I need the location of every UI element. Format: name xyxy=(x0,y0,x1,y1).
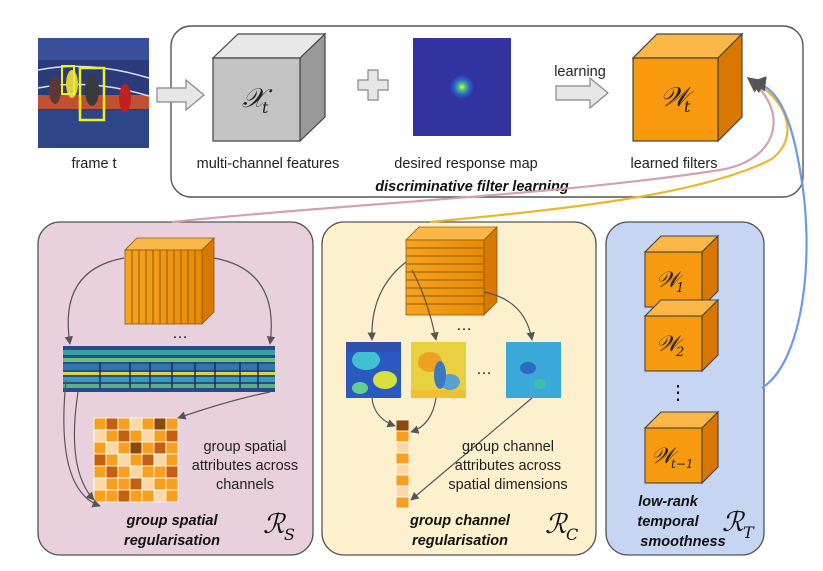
spatial-ellipsis: … xyxy=(172,325,188,342)
temporal-title-2: temporal xyxy=(637,514,699,530)
arrow-frame-to-features xyxy=(156,78,205,112)
yellow-connector xyxy=(429,79,789,224)
channel-title-1: group channel xyxy=(409,513,511,529)
learning-label: learning xyxy=(554,64,606,80)
spatial-feature-band xyxy=(63,346,275,392)
filters-label: learned filters xyxy=(630,156,717,172)
temporal-reg-symbol: ℛ xyxy=(722,507,746,538)
temporal-cube-2-sub: 2 xyxy=(675,345,684,360)
response-peak xyxy=(450,75,474,99)
channel-arrows xyxy=(367,261,535,501)
temporal-cube-1 xyxy=(643,234,720,309)
arrow-learning xyxy=(555,76,609,110)
spatial-desc-3: channels xyxy=(216,477,274,493)
blue-connector xyxy=(750,76,808,389)
channel-bar xyxy=(395,419,410,509)
pink-connector xyxy=(171,77,775,224)
features-cube xyxy=(211,32,327,143)
spatial-reg-subscript: S xyxy=(284,525,295,544)
channel-map-3 xyxy=(506,342,561,398)
channel-title-2: regularisation xyxy=(412,533,508,549)
channel-desc-2: attributes across xyxy=(455,458,561,474)
spatial-arrows xyxy=(63,257,276,508)
plus-sign xyxy=(357,69,389,101)
temporal-title-1: low-rank xyxy=(638,494,699,510)
channel-desc-1: group channel xyxy=(462,439,554,455)
channel-ellipsis-top: … xyxy=(456,317,472,334)
frame-image xyxy=(37,38,150,148)
filters-cube xyxy=(631,32,744,143)
channel-desc-3: spatial dimensions xyxy=(448,477,567,493)
temporal-cube-3-sub: t−1 xyxy=(671,457,694,471)
spatial-reg-symbol: ℛ xyxy=(263,509,287,540)
top-caption: discriminative filter learning xyxy=(375,179,569,195)
channel-slice-cube xyxy=(405,226,498,316)
spatial-title-2: regularisation xyxy=(124,533,220,549)
frame-label: frame t xyxy=(71,156,116,172)
channel-reg-subscript: C xyxy=(566,525,578,544)
channel-reg-symbol: ℛ xyxy=(545,509,569,540)
features-label: multi-channel features xyxy=(197,156,340,172)
features-subscript: t xyxy=(262,98,269,117)
channel-map-1 xyxy=(346,342,401,398)
spatial-grid xyxy=(93,417,179,503)
filters-subscript: t xyxy=(684,97,691,116)
spatial-desc-1: group spatial xyxy=(203,439,286,455)
temporal-title-3: smoothness xyxy=(640,534,725,550)
temporal-cube-1-sub: 1 xyxy=(676,281,684,296)
temporal-cube-2 xyxy=(643,298,720,373)
temporal-dots: ⋮ xyxy=(668,382,688,404)
temporal-cube-3 xyxy=(643,410,720,485)
channel-map-2 xyxy=(411,342,466,398)
spatial-title-1: group spatial xyxy=(125,513,218,529)
response-label: desired response map xyxy=(394,156,537,172)
temporal-reg-subscript: T xyxy=(743,523,755,542)
channel-ellipsis-maps: … xyxy=(476,361,492,378)
spatial-slice-cube xyxy=(124,237,215,325)
spatial-desc-2: attributes across xyxy=(192,458,298,474)
